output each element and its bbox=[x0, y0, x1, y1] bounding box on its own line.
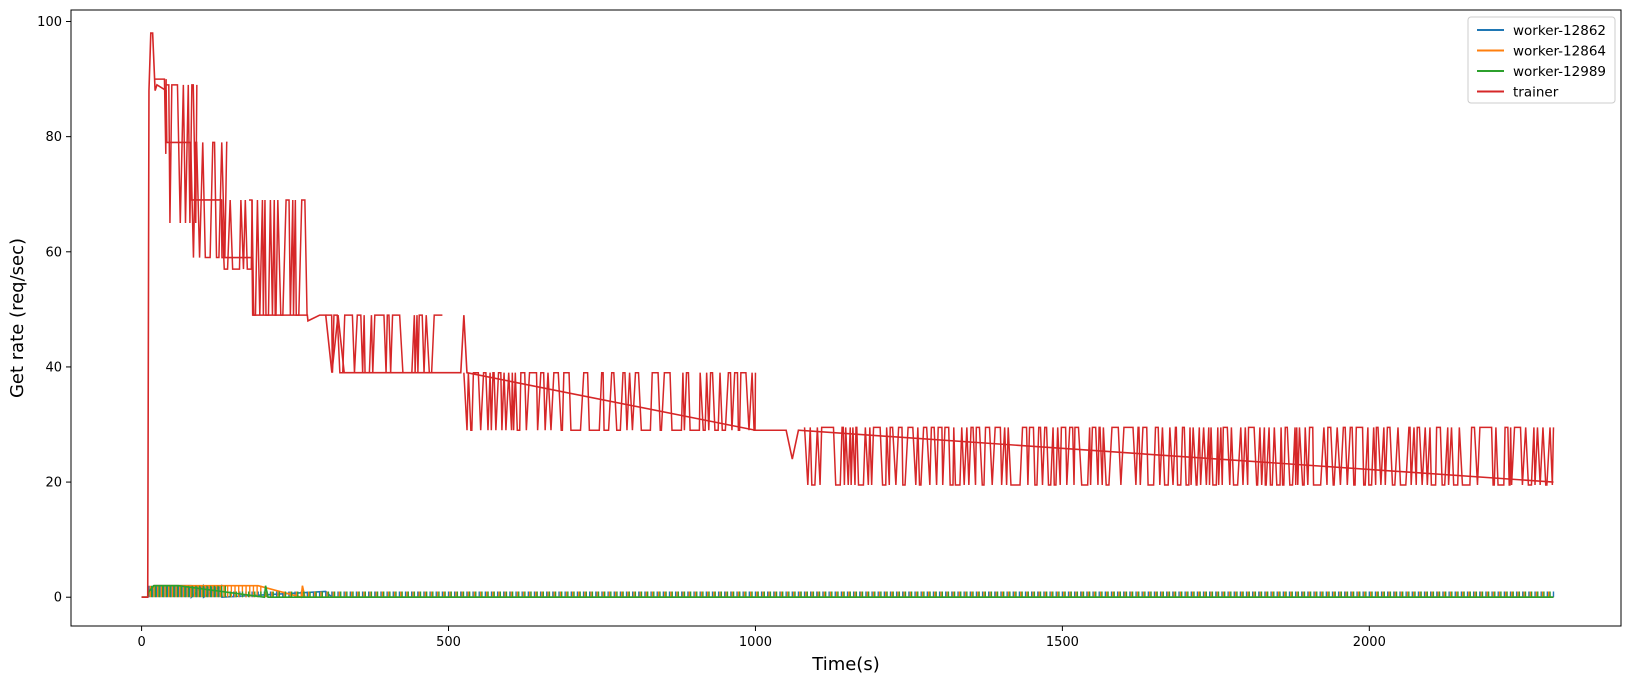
series-oscillation bbox=[220, 199, 253, 270]
legend-label: worker-12989 bbox=[1513, 64, 1606, 80]
y-tick-label: 80 bbox=[45, 130, 62, 145]
series-oscillation bbox=[166, 84, 198, 224]
legend-label: trainer bbox=[1513, 85, 1559, 101]
y-axis-title: Get rate (req/sec) bbox=[7, 238, 28, 398]
series-spikes bbox=[265, 591, 1550, 598]
series-oscillation bbox=[249, 199, 308, 316]
x-tick-label: 0 bbox=[137, 635, 145, 650]
legend-box bbox=[1467, 16, 1616, 104]
series-oscillation bbox=[803, 426, 1555, 486]
x-tick-label: 1000 bbox=[739, 635, 772, 650]
series-line bbox=[141, 32, 1554, 599]
y-tick-label: 20 bbox=[45, 476, 62, 491]
series-layer bbox=[141, 32, 1555, 600]
series-oscillation bbox=[463, 371, 757, 432]
x-tick-label: 1500 bbox=[1046, 635, 1079, 650]
series-spikes bbox=[229, 591, 1551, 598]
plot-frame bbox=[70, 9, 1622, 627]
series-spikes bbox=[150, 585, 227, 598]
legend-label: worker-12864 bbox=[1513, 44, 1606, 60]
y-tick-label: 40 bbox=[45, 360, 62, 375]
series-trainer bbox=[141, 32, 1555, 599]
x-tick-label: 2000 bbox=[1353, 635, 1386, 650]
series-oscillation bbox=[155, 78, 167, 154]
x-axis-title: Time(s) bbox=[811, 654, 879, 675]
y-axis-ticks: 0 20 40 60 80 100 bbox=[37, 15, 71, 606]
legend-label: worker-12862 bbox=[1513, 23, 1606, 39]
series-oscillation bbox=[189, 141, 228, 259]
y-tick-label: 0 bbox=[54, 591, 62, 606]
series-oscillation bbox=[325, 314, 443, 374]
y-tick-label: 100 bbox=[37, 15, 62, 30]
x-tick-label: 500 bbox=[436, 635, 461, 650]
y-tick-label: 60 bbox=[45, 245, 62, 260]
legend: worker-12862 worker-12864 worker-12989 trai… bbox=[1467, 16, 1616, 104]
x-axis-ticks: 0 500 1000 1500 2000 bbox=[137, 626, 1386, 650]
